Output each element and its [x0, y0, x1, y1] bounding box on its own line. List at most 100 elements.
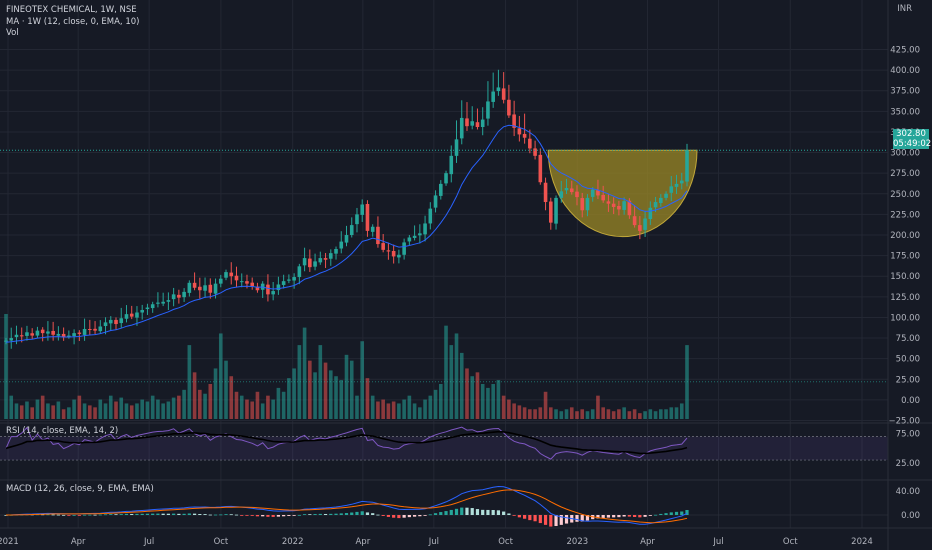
- macd-histogram-bar: [250, 515, 254, 516]
- candle-body: [632, 216, 637, 226]
- volume-bar: [239, 395, 244, 419]
- macd-histogram-bar: [554, 515, 558, 527]
- candle-body: [171, 294, 176, 300]
- candle-body: [218, 278, 223, 284]
- macd-histogram-bar: [470, 508, 474, 515]
- candle-body: [664, 193, 668, 198]
- volume-bar: [208, 384, 213, 419]
- time-tick-label: 2021: [0, 537, 19, 547]
- macd-histogram-bar: [119, 514, 123, 515]
- volume-bar: [679, 403, 684, 419]
- candle-body: [77, 332, 82, 334]
- candle-body: [449, 155, 454, 175]
- volume-bar: [669, 407, 674, 419]
- macd-histogram-bar: [98, 514, 102, 516]
- macd-histogram-bar: [240, 515, 244, 516]
- volume-bar: [554, 409, 558, 419]
- candle-body: [659, 197, 663, 204]
- candle-body: [360, 204, 365, 215]
- volume-bar: [559, 411, 564, 419]
- macd-histogram-bar: [140, 513, 144, 515]
- candle-body: [423, 223, 427, 235]
- candle-body: [622, 201, 626, 210]
- volume-bar: [512, 403, 516, 419]
- time-tick-label: Jul: [143, 537, 154, 547]
- candle-body: [150, 304, 155, 309]
- volume-bar: [98, 399, 103, 419]
- price-candles[interactable]: [4, 69, 689, 349]
- candle-body: [51, 330, 55, 335]
- time-tick-label: Apr: [640, 537, 655, 547]
- volume-bar: [470, 376, 475, 419]
- volume-bar: [465, 368, 469, 419]
- volume-bar: [438, 384, 443, 419]
- time-axis[interactable]: 2021 Apr Jul Oct 2022 Apr Jul Oct 2023 Apr Jul Oct 2…: [0, 527, 932, 547]
- ma-line: [0, 124, 888, 343]
- time-tick-label: Oct: [783, 537, 798, 547]
- candle-body: [407, 237, 412, 242]
- volume-bar: [108, 395, 113, 419]
- macd-histogram-bar: [580, 515, 584, 522]
- volume-bar: [224, 360, 228, 419]
- volume-bar: [308, 360, 312, 419]
- candle-body: [611, 203, 616, 207]
- volume-bar: [617, 409, 621, 419]
- volume-bar: [674, 407, 679, 419]
- candle-body: [370, 226, 375, 232]
- volume-bar: [533, 409, 537, 419]
- volume-bar: [444, 325, 448, 419]
- volume-bar: [203, 393, 207, 419]
- candle-body: [517, 128, 522, 135]
- candle-body: [669, 186, 674, 193]
- macd-histogram-bar: [51, 514, 55, 516]
- volume-bar: [114, 401, 118, 419]
- cup-pattern-drawing[interactable]: [547, 149, 698, 238]
- volume-bar: [402, 399, 406, 419]
- volume-bar: [318, 345, 323, 419]
- volume-bar: [407, 395, 412, 419]
- macd-histogram-bar: [659, 513, 663, 515]
- candle-body: [318, 258, 323, 263]
- rsi-panel[interactable]: 75.00 25.00: [0, 422, 932, 469]
- rsi-ma-line: [5, 430, 688, 455]
- candle-body: [554, 197, 558, 224]
- macd-histogram-bar: [502, 511, 506, 515]
- volume-bar: [575, 411, 579, 419]
- last-price-tag: 302.80: [893, 129, 929, 139]
- macd-histogram-bar: [308, 514, 312, 516]
- macd-histogram-bar: [77, 515, 81, 516]
- macd-panel[interactable]: 40.00 0.00: [0, 479, 932, 527]
- macd-histogram-bar: [423, 515, 427, 516]
- candle-body: [334, 249, 338, 254]
- volume-bar: [14, 403, 19, 419]
- candle-body: [245, 281, 249, 284]
- bar-countdown: 05:49:02: [893, 139, 932, 149]
- volume-bar: [51, 405, 55, 419]
- volume-bar: [218, 333, 223, 419]
- candle-body: [512, 114, 516, 128]
- macd-histogram-bar: [433, 513, 438, 515]
- macd-histogram-bar: [135, 513, 139, 515]
- volume-bar: [428, 395, 433, 419]
- candle-body: [61, 333, 66, 338]
- volume-bar: [124, 403, 129, 419]
- macd-histogram-bar: [292, 515, 296, 516]
- macd-histogram-bar: [229, 514, 233, 516]
- candle-body: [459, 117, 464, 139]
- candle-body: [601, 194, 605, 201]
- macd-histogram-bar: [187, 513, 191, 515]
- macd-histogram-bar: [198, 513, 202, 515]
- candle-body: [250, 282, 255, 287]
- macd-histogram-bar: [297, 514, 301, 516]
- candle-body: [234, 275, 239, 281]
- volume-bar: [433, 389, 438, 419]
- macd-histogram-bar: [46, 514, 50, 516]
- macd-histogram-bar: [302, 514, 307, 515]
- volume-bar: [287, 378, 291, 419]
- macd-histogram-bar: [512, 515, 516, 516]
- price-tick-label: 225.00: [890, 210, 920, 220]
- price-axis[interactable]: 425.00400.00375.00350.00325.00300.00275.…: [887, 0, 920, 550]
- candle-body: [386, 250, 391, 252]
- volume-bar: [507, 399, 511, 419]
